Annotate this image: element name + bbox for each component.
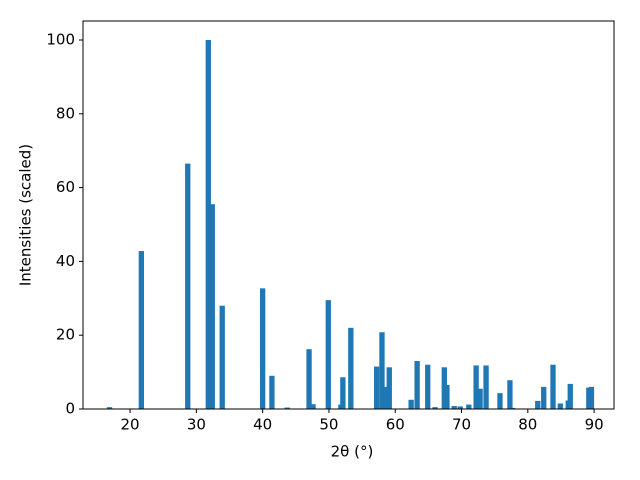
- bar: [325, 300, 331, 409]
- bar: [444, 385, 450, 409]
- x-tick-label: 60: [386, 416, 405, 434]
- bar: [185, 163, 191, 409]
- bar: [284, 407, 290, 409]
- bar: [269, 375, 275, 409]
- bar: [348, 327, 354, 409]
- y-tick-label: 80: [56, 104, 75, 122]
- bar: [414, 361, 420, 409]
- bar: [557, 403, 563, 409]
- bar: [382, 386, 388, 409]
- bar: [477, 388, 483, 409]
- x-tick-label: 30: [187, 416, 206, 434]
- plot-frame: [82, 20, 615, 410]
- x-tick-label: 80: [518, 416, 537, 434]
- x-tick-label: 50: [319, 416, 338, 434]
- bar: [386, 367, 392, 409]
- bar: [483, 365, 489, 409]
- bar: [310, 404, 316, 409]
- bar: [550, 364, 556, 409]
- bar: [205, 40, 211, 410]
- y-tick-label: 0: [65, 400, 75, 418]
- bar: [379, 332, 385, 409]
- bar: [567, 383, 573, 409]
- bar: [497, 393, 503, 409]
- x-tick-label: 40: [253, 416, 272, 434]
- bar: [106, 407, 113, 409]
- bar: [535, 400, 541, 409]
- bar: [340, 377, 346, 409]
- x-tick-label: 70: [452, 416, 471, 434]
- x-tick-label: 20: [121, 416, 140, 434]
- bar: [507, 380, 513, 409]
- bar: [457, 406, 463, 409]
- y-axis-label: Intensities (scaled): [17, 144, 35, 286]
- bar: [209, 204, 215, 409]
- bar: [260, 288, 266, 409]
- y-tick-label: 100: [46, 31, 75, 49]
- bar: [588, 386, 595, 409]
- bar: [432, 407, 438, 409]
- y-tick-label: 60: [56, 178, 75, 196]
- y-tick-label: 20: [56, 326, 75, 344]
- bar: [219, 305, 225, 409]
- x-axis-label: 2θ (°): [331, 443, 374, 461]
- x-tick-label: 90: [585, 416, 604, 434]
- bar: [451, 406, 457, 409]
- bar: [408, 399, 414, 409]
- bar: [138, 251, 144, 409]
- bar: [541, 386, 547, 409]
- bar: [473, 365, 479, 409]
- bar: [441, 367, 447, 409]
- bar: [306, 349, 312, 409]
- bar: [374, 366, 380, 409]
- bar: [425, 364, 431, 409]
- bar: [466, 404, 472, 409]
- bar: [509, 407, 516, 409]
- y-tick-label: 40: [56, 252, 75, 270]
